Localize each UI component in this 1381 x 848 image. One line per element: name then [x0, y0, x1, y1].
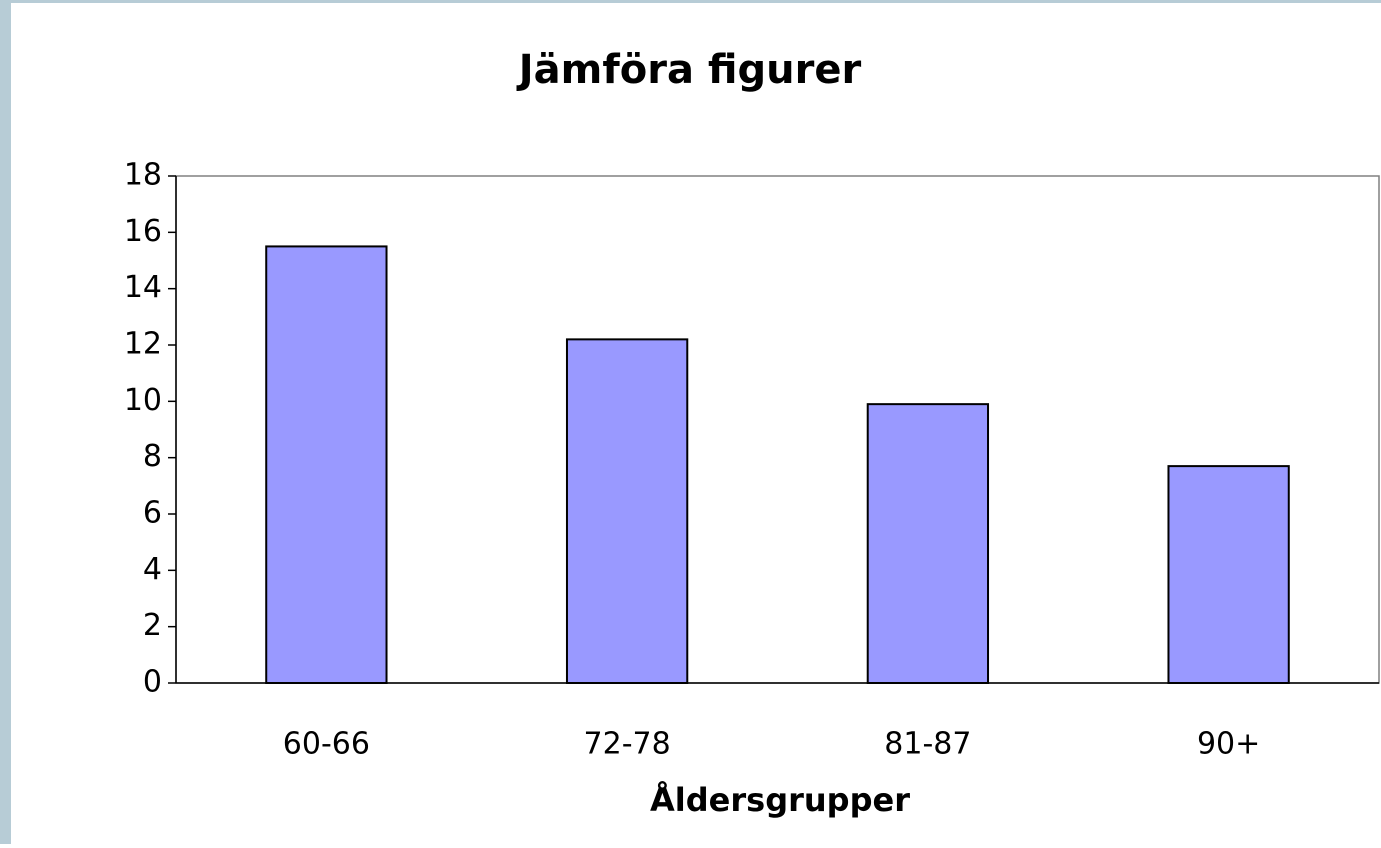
- y-tick-label: 0: [143, 665, 162, 700]
- bar: [1167, 465, 1290, 684]
- y-tick-label: 8: [143, 439, 162, 474]
- chart-title: Jämföra figurer: [516, 47, 862, 93]
- left-border: [0, 0, 11, 844]
- y-tick-label: 14: [124, 270, 162, 305]
- x-tick-label: 60-66: [283, 727, 370, 762]
- top-border: [0, 0, 1381, 3]
- bar: [565, 338, 689, 684]
- y-tick-label: 18: [124, 158, 162, 193]
- x-tick-label: 72-78: [584, 727, 671, 762]
- y-tick-label: 16: [124, 214, 162, 249]
- x-tick-label: 90+: [1197, 727, 1260, 762]
- y-tick-label: 2: [143, 608, 162, 643]
- x-tick-label: 81-87: [884, 727, 971, 762]
- y-tick-label: 6: [143, 496, 162, 531]
- x-axis-label: Åldersgrupper: [650, 781, 910, 819]
- y-tick-label: 12: [124, 327, 162, 362]
- y-tick-label: 4: [143, 552, 162, 587]
- bar: [265, 245, 388, 685]
- bar: [866, 403, 990, 684]
- y-tick-label: 10: [124, 383, 162, 418]
